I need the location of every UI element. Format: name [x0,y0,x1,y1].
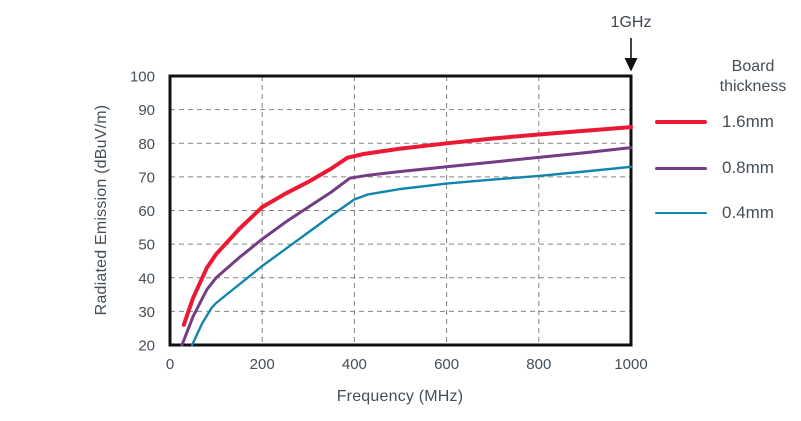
x-tick-label: 0 [166,356,174,373]
y-tick-label: 100 [130,69,155,86]
y-tick-label: 90 [138,102,155,119]
x-tick-label: 600 [434,356,459,373]
legend-item: 1.6mm [655,111,801,133]
legend-title: Board thickness [719,58,787,95]
annotation-1ghz-label: 1GHz [610,14,652,31]
series-line-0.8mm [180,146,633,347]
x-tick-label: 800 [526,356,551,373]
y-tick-label: 80 [138,136,155,153]
annotation-arrow-head [624,58,638,72]
legend-item-label: 0.4mm [722,203,774,222]
x-tick-label: 1000 [614,356,647,373]
y-tick-label: 60 [138,203,155,220]
y-tick-label: 20 [138,338,155,355]
legend-item-label: 1.6mm [722,112,774,131]
y-tick-label: 70 [138,169,155,186]
y-tick-label: 30 [138,304,155,321]
y-tick-label: 50 [138,237,155,254]
y-axis-title: Radiated Emission (dBuV/m) [93,104,110,316]
x-tick-label: 200 [250,356,275,373]
x-tick-label: 400 [342,356,367,373]
legend-swatch-red-line [655,120,707,124]
series-line-1.6mm [181,125,633,327]
legend-item: 0.8mm [655,157,801,179]
legend-item-label: 0.8mm [722,158,774,177]
y-tick-label: 40 [138,270,155,287]
series-line-0.4mm [190,165,633,347]
legend-item: 0.4mm [655,202,801,224]
plot-border [168,74,633,347]
legend-swatch-purple-line [655,166,707,170]
x-axis-title: Frequency (MHz) [336,388,464,405]
legend-swatch-teal-line [655,211,707,215]
legend: Board thickness 1.6mm 0.8mm 0.4mm [648,0,801,260]
